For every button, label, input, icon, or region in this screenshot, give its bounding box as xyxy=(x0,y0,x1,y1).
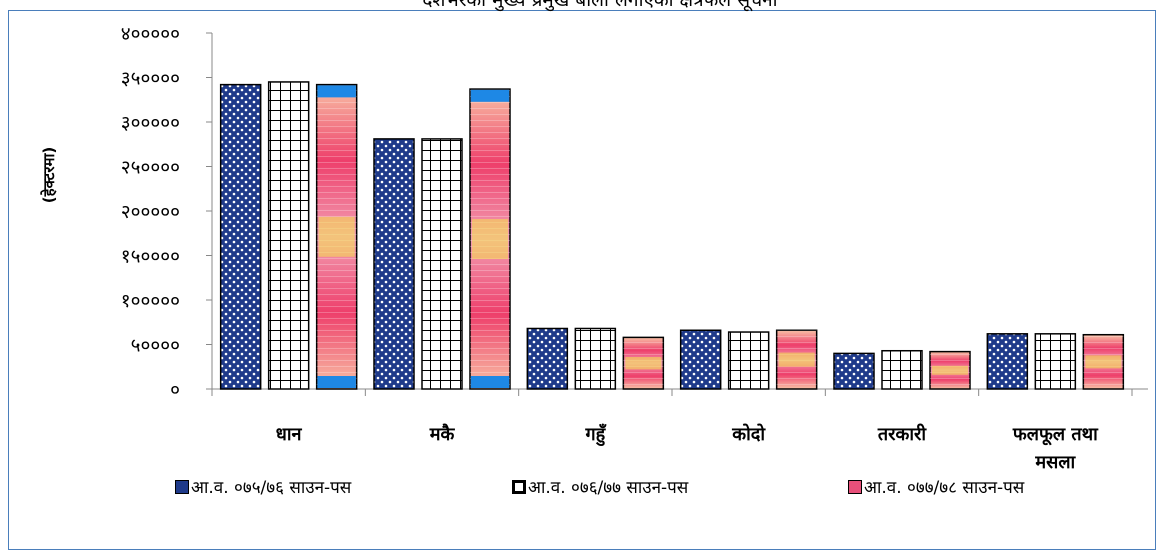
bar-3-base xyxy=(317,376,356,388)
bar-3-cap xyxy=(470,89,510,102)
bar-1 xyxy=(219,83,262,390)
legend-item-series-1: आ.व. ०७५/७६ साउन-पस xyxy=(175,476,351,500)
bar-2 xyxy=(267,81,310,390)
bar-chart: ० ५०००० १००००० १५०००० २००००० २५०००० ३००००० ३५००… xyxy=(121,23,1148,473)
bar-3-band xyxy=(778,352,815,367)
bar-1 xyxy=(373,138,415,390)
y-tick-label: ० xyxy=(170,379,180,401)
legend-item-series-2: आ.व. ०७६/७७ साउन-पस xyxy=(512,476,688,500)
y-tick-label: ३५०००० xyxy=(121,68,180,90)
bar-2 xyxy=(421,138,463,390)
legend-label-1: आ.व. ०७५/७६ साउन-पस xyxy=(191,478,352,498)
bar-3-band xyxy=(1085,355,1122,369)
x-tick-label: कोदो xyxy=(731,423,766,445)
y-tick-label: १५०००० xyxy=(121,246,180,268)
y-tick-label: ३००००० xyxy=(121,112,180,134)
legend-swatch-grid-icon xyxy=(512,480,526,494)
bar-2 xyxy=(1034,333,1077,390)
bar-2 xyxy=(574,327,617,390)
x-tick-label: मसला xyxy=(1034,452,1076,473)
bar-3-band xyxy=(472,219,508,260)
legend-swatch-gradient-icon xyxy=(848,480,862,494)
chart-title: देशभरका मुख्य प्रमुख बाली लगाएको क्षेत्र… xyxy=(422,0,778,11)
legend-item-series-3: आ.व. ०७७/७८ साउन-पस xyxy=(848,476,1024,500)
bar-1 xyxy=(526,327,569,390)
bar-1 xyxy=(679,329,722,390)
bar-3-base xyxy=(470,376,510,388)
y-tick-label: १००००० xyxy=(121,290,180,312)
x-tick-label: धान xyxy=(276,424,303,445)
bar-1 xyxy=(986,333,1029,390)
bars xyxy=(219,81,1125,390)
legend-swatch-dots-icon xyxy=(175,480,189,494)
x-axis-labels: धान मकै गहुँ कोदो तरकारी फलफूल तथा मसला xyxy=(276,423,1099,473)
bar-3-band xyxy=(932,365,968,375)
x-tick-label: मकै xyxy=(429,423,456,445)
y-tick-label: २००००० xyxy=(121,201,180,223)
y-tick-label: ५०००० xyxy=(131,335,180,357)
x-tick-label: गहुँ xyxy=(584,423,607,447)
x-tick-label: फलफूल तथा xyxy=(1012,424,1099,446)
bar-2 xyxy=(881,349,923,390)
legend-label-3: आ.व. ०७७/७८ साउन-पस xyxy=(864,478,1025,498)
bar-2 xyxy=(727,331,770,390)
y-tick-label: ४००००० xyxy=(121,23,180,45)
x-tick-label: तरकारी xyxy=(877,423,927,445)
y-tick-label: २५०००० xyxy=(121,157,180,179)
bar-1 xyxy=(833,352,875,390)
bar-3-band xyxy=(318,216,355,257)
y-axis: ० ५०००० १००००० १५०००० २००००० २५०००० ३००००० ३५००… xyxy=(121,23,1148,401)
legend-label-2: आ.व. ०७६/७७ साउन-पस xyxy=(528,478,689,498)
bar-3-band xyxy=(625,356,662,370)
bar-3-cap xyxy=(317,85,356,98)
